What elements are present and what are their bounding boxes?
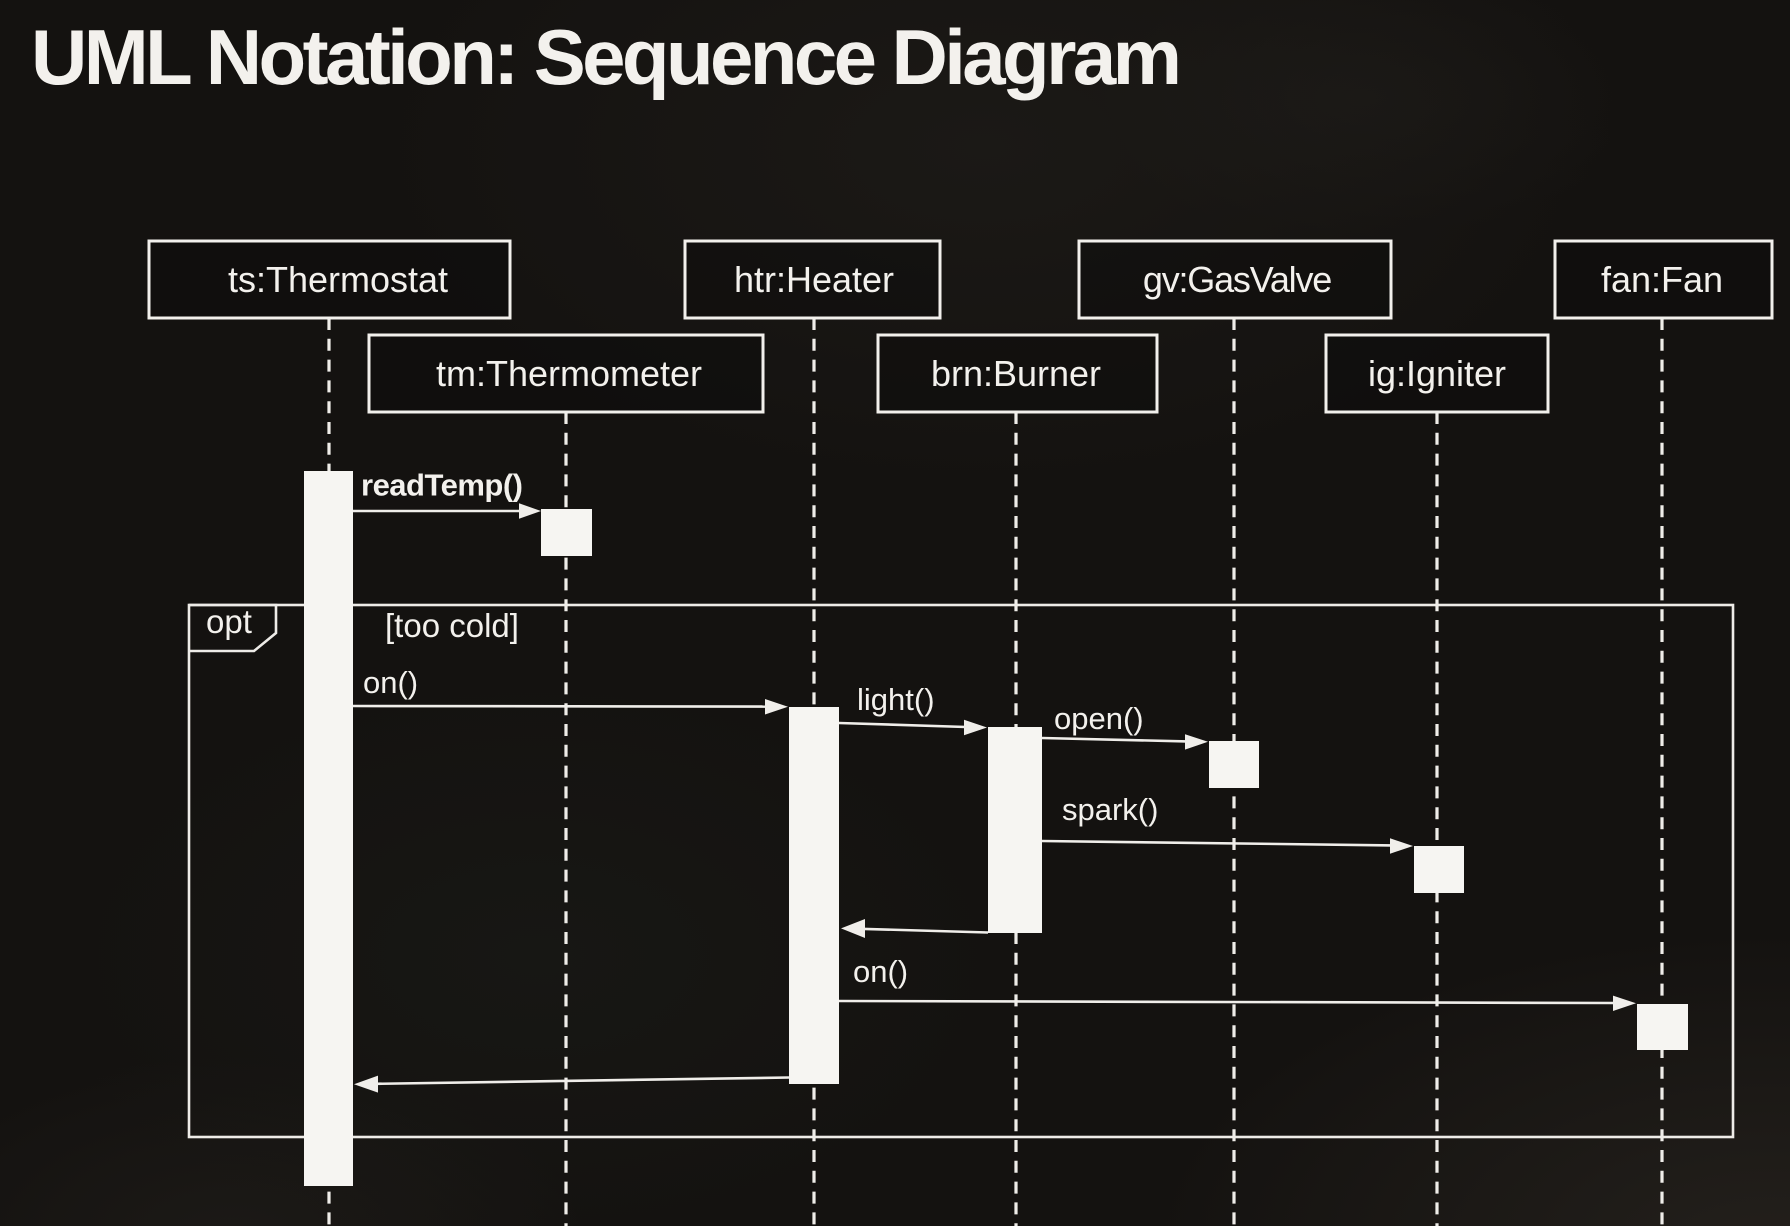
svg-text:gv:GasValve: gv:GasValve [1143, 259, 1331, 300]
svg-text:ts:Thermostat: ts:Thermostat [228, 259, 448, 300]
svg-text:ig:Igniter: ig:Igniter [1368, 353, 1506, 394]
svg-text:[too cold]: [too cold] [385, 607, 519, 644]
svg-text:UML Notation: Sequence Diagram: UML Notation: Sequence Diagram [31, 13, 1178, 101]
svg-text:on(): on() [853, 954, 908, 989]
svg-text:readTemp(): readTemp() [361, 468, 523, 503]
svg-text:opt: opt [206, 603, 252, 640]
svg-text:light(): light() [857, 682, 935, 717]
svg-text:on(): on() [363, 665, 418, 700]
svg-text:tm:Thermometer: tm:Thermometer [436, 353, 702, 394]
svg-text:open(): open() [1054, 701, 1144, 736]
svg-text:spark(): spark() [1062, 792, 1158, 827]
svg-text:htr:Heater: htr:Heater [734, 259, 894, 300]
svg-text:fan:Fan: fan:Fan [1601, 259, 1723, 300]
svg-text:brn:Burner: brn:Burner [931, 353, 1101, 394]
